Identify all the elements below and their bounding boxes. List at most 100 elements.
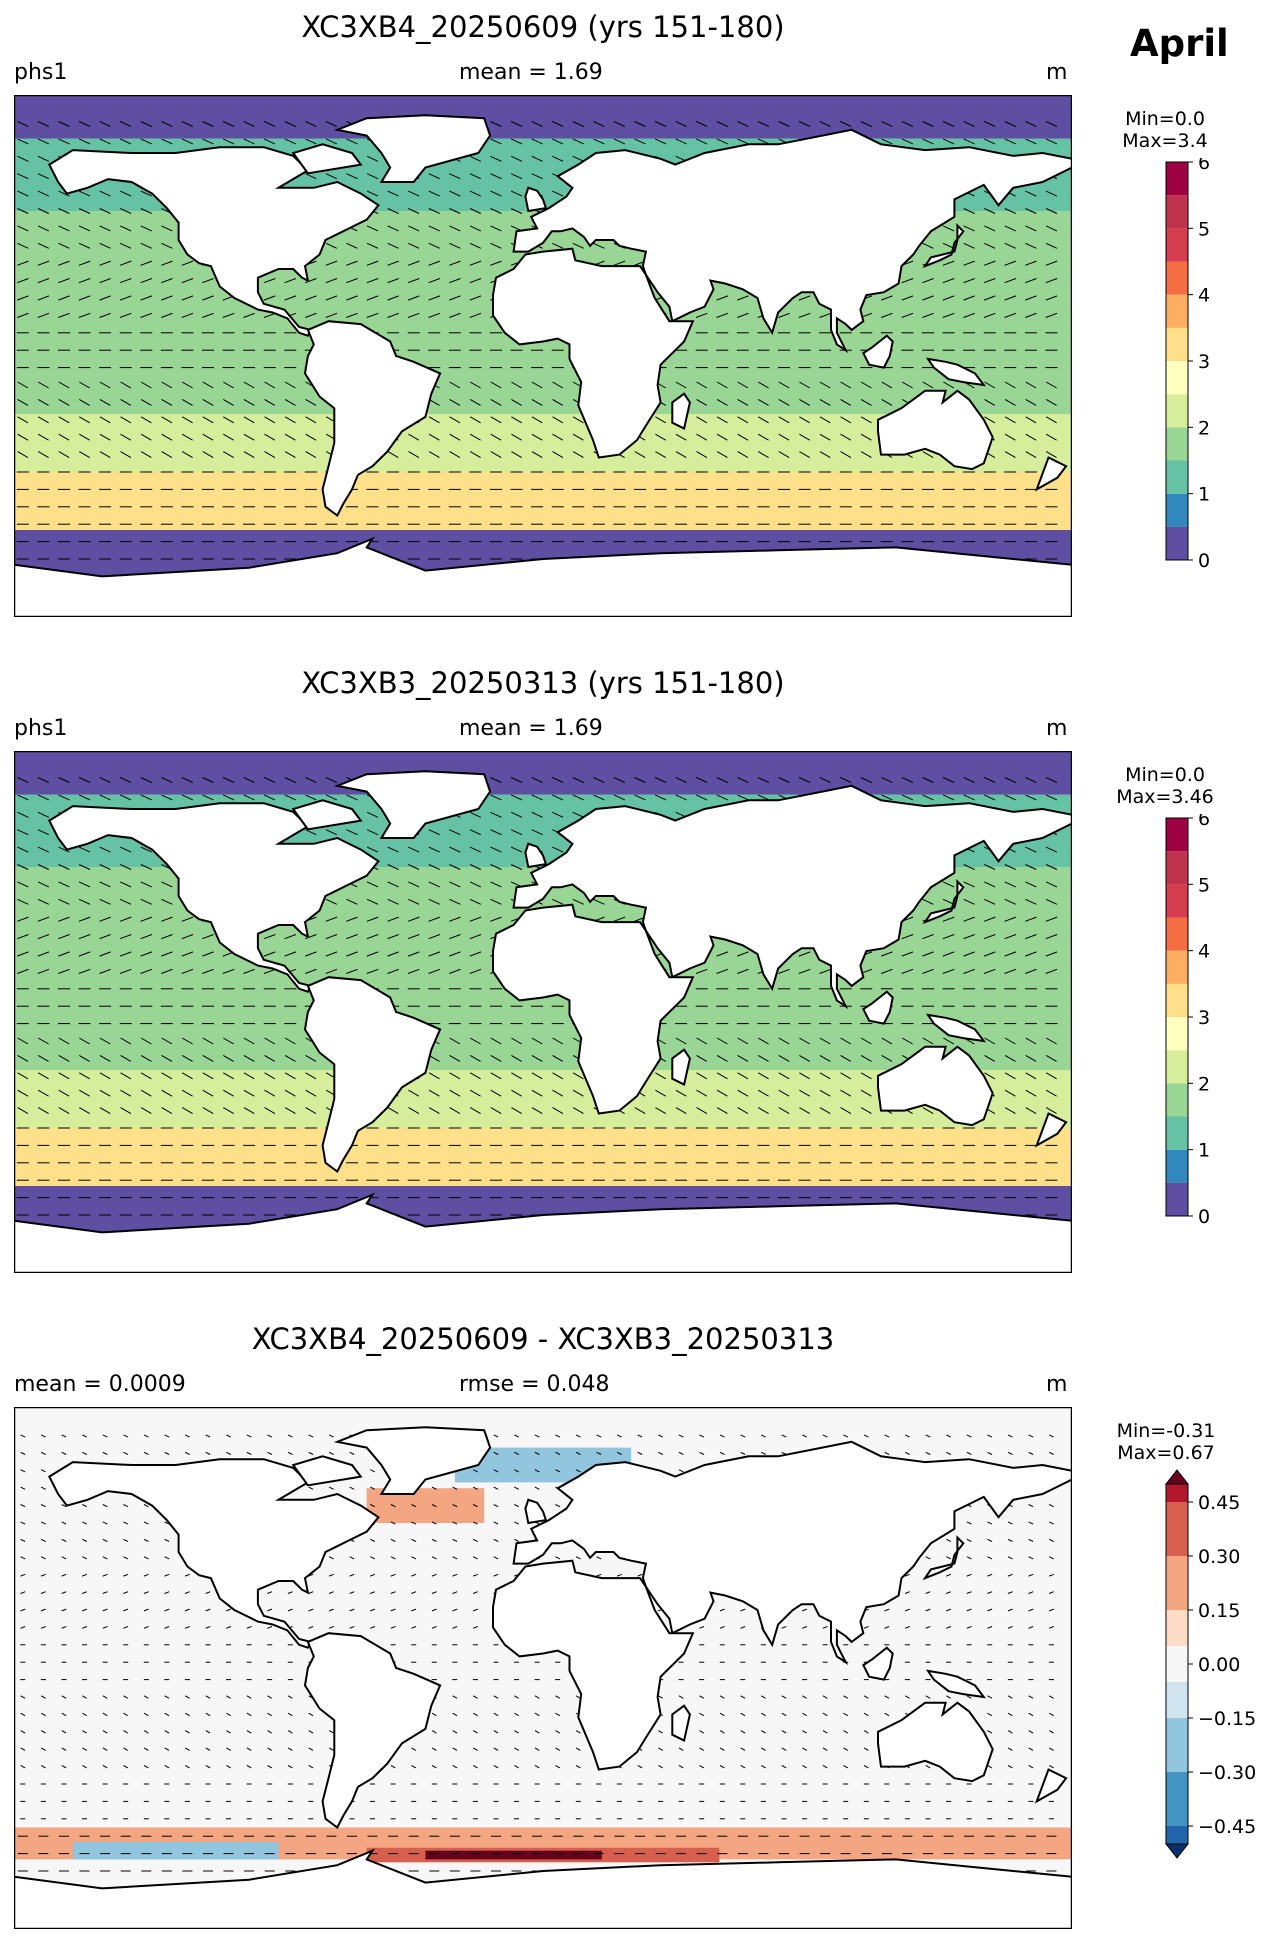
direction-arrow — [757, 1054, 769, 1062]
direction-arrow — [181, 968, 194, 974]
direction-arrow — [99, 898, 111, 905]
direction-arrow — [843, 1730, 849, 1734]
direction-arrow — [102, 1608, 108, 1612]
direction-arrow — [161, 451, 173, 459]
direction-arrow — [123, 1764, 129, 1769]
direction-arrow — [531, 155, 543, 162]
direction-arrow — [119, 864, 132, 870]
direction-arrow — [452, 1764, 458, 1769]
direction-arrow — [1045, 190, 1058, 197]
direction-arrow — [390, 1608, 396, 1612]
direction-arrow — [534, 1747, 540, 1751]
direction-arrow — [555, 1764, 561, 1769]
direction-arrow — [531, 1089, 543, 1097]
direction-arrow — [78, 934, 91, 940]
direction-arrow — [452, 1591, 458, 1594]
direction-arrow — [325, 138, 338, 145]
land-greenland — [333, 114, 492, 183]
direction-arrow — [469, 208, 482, 214]
direction-arrow — [963, 121, 975, 127]
direction-arrow — [82, 1764, 87, 1769]
direction-arrow — [449, 934, 461, 940]
direction-arrow — [572, 811, 584, 818]
direction-arrow — [17, 312, 29, 318]
direction-arrow — [120, 416, 132, 424]
direction-arrow — [658, 1434, 664, 1438]
direction-arrow — [946, 1538, 952, 1542]
direction-arrow — [1004, 416, 1016, 424]
direction-arrow — [469, 934, 482, 940]
direction-arrow — [390, 1556, 396, 1560]
direction-arrow — [575, 1695, 581, 1699]
direction-arrow — [1025, 881, 1037, 888]
direction-arrow — [778, 1037, 790, 1045]
direction-arrow — [284, 951, 297, 957]
direction-arrow — [1004, 312, 1017, 318]
direction-arrow — [164, 1573, 170, 1577]
direction-arrow — [449, 173, 461, 180]
direction-arrow — [226, 1434, 232, 1438]
direction-arrow — [181, 1037, 193, 1045]
direction-arrow — [966, 1626, 972, 1629]
direction-arrow — [531, 121, 543, 127]
direction-arrow — [1004, 1037, 1016, 1045]
direction-arrow — [490, 225, 502, 232]
colorbar-segment — [1166, 1772, 1188, 1826]
direction-arrow — [387, 968, 399, 974]
direction-arrow — [328, 1486, 334, 1490]
direction-arrow — [593, 138, 605, 145]
direction-arrow — [761, 1764, 766, 1769]
direction-arrow — [79, 1072, 90, 1080]
direction-arrow — [840, 398, 852, 406]
land-antarctica — [14, 1848, 1072, 1929]
direction-arrow — [452, 1486, 458, 1490]
direction-arrow — [161, 416, 173, 424]
direction-arrow — [284, 121, 296, 127]
direction-arrow — [737, 794, 749, 801]
direction-arrow — [1028, 1695, 1034, 1699]
direction-arrow — [984, 398, 996, 406]
direction-arrow — [511, 398, 522, 406]
direction-arrow — [407, 916, 420, 922]
direction-arrow — [308, 1434, 314, 1438]
direction-arrow — [61, 1538, 67, 1542]
direction-arrow — [843, 1434, 849, 1438]
direction-arrow — [469, 381, 481, 389]
direction-arrow — [572, 898, 584, 905]
direction-arrow — [58, 138, 70, 145]
direction-arrow — [78, 138, 91, 145]
direction-arrow — [202, 1072, 214, 1080]
colorbar-segment — [1166, 884, 1188, 918]
direction-arrow — [305, 777, 317, 783]
direction-arrow — [78, 916, 91, 922]
direction-arrow — [119, 794, 132, 801]
direction-arrow — [799, 1054, 811, 1062]
direction-arrow — [223, 398, 234, 406]
direction-arrow — [17, 898, 29, 905]
direction-arrow — [243, 416, 255, 424]
direction-arrow — [514, 1486, 520, 1490]
direction-arrow — [658, 1747, 663, 1751]
direction-arrow — [452, 1556, 458, 1560]
direction-arrow — [452, 1730, 458, 1734]
direction-arrow — [531, 794, 543, 801]
direction-arrow — [17, 881, 29, 888]
direction-arrow — [716, 416, 728, 424]
direction-arrow — [760, 1451, 766, 1455]
panel-3-min-label: Min=-0.31 — [1116, 1420, 1216, 1442]
land-south-america — [303, 976, 442, 1174]
direction-arrow — [79, 1107, 90, 1115]
direction-arrow — [202, 934, 214, 940]
direction-arrow — [325, 951, 338, 957]
direction-arrow — [987, 1538, 993, 1542]
land-new-zealand — [1034, 456, 1068, 492]
direction-arrow — [531, 451, 543, 459]
direction-arrow — [860, 1037, 872, 1045]
direction-arrow — [287, 1608, 293, 1612]
direction-arrow — [634, 138, 646, 145]
land-greenland — [333, 770, 492, 839]
direction-arrow — [757, 451, 769, 459]
direction-arrow — [431, 1486, 437, 1490]
direction-arrow — [493, 1764, 499, 1769]
direction-arrow — [1004, 1072, 1016, 1080]
